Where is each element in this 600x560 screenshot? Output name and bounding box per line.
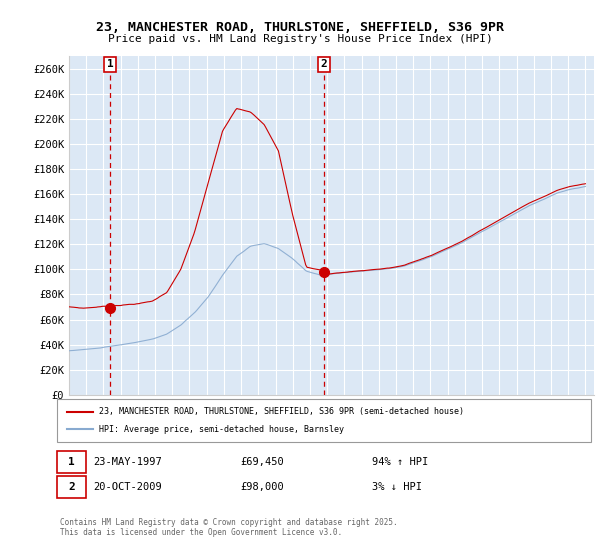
Text: 23, MANCHESTER ROAD, THURLSTONE, SHEFFIELD, S36 9PR: 23, MANCHESTER ROAD, THURLSTONE, SHEFFIE… (96, 21, 504, 34)
Text: 1: 1 (107, 59, 113, 69)
Text: Price paid vs. HM Land Registry's House Price Index (HPI): Price paid vs. HM Land Registry's House … (107, 34, 493, 44)
Text: Contains HM Land Registry data © Crown copyright and database right 2025.
This d: Contains HM Land Registry data © Crown c… (60, 518, 398, 538)
Text: HPI: Average price, semi-detached house, Barnsley: HPI: Average price, semi-detached house,… (99, 425, 344, 434)
Text: £98,000: £98,000 (240, 482, 284, 492)
Text: £69,450: £69,450 (240, 457, 284, 467)
Text: 23-MAY-1997: 23-MAY-1997 (93, 457, 162, 467)
Text: 20-OCT-2009: 20-OCT-2009 (93, 482, 162, 492)
Text: 23, MANCHESTER ROAD, THURLSTONE, SHEFFIELD, S36 9PR (semi-detached house): 23, MANCHESTER ROAD, THURLSTONE, SHEFFIE… (99, 407, 464, 416)
Text: 94% ↑ HPI: 94% ↑ HPI (372, 457, 428, 467)
Text: 2: 2 (320, 59, 327, 69)
Text: 1: 1 (68, 457, 75, 467)
Text: 2: 2 (68, 482, 75, 492)
Text: 3% ↓ HPI: 3% ↓ HPI (372, 482, 422, 492)
